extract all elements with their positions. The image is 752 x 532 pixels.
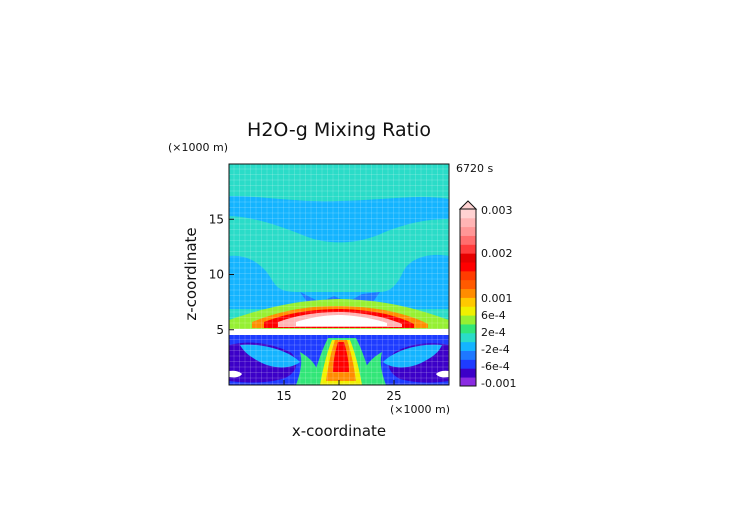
mid-blue-band <box>229 254 449 309</box>
colorbar-label: 0.002 <box>481 247 513 260</box>
colorbar-swatch <box>460 253 476 263</box>
x-unit-label: (×1000 m) <box>390 403 450 416</box>
chart-title: H2O-g Mixing Ratio <box>247 119 431 141</box>
y-unit-label: (×1000 m) <box>168 141 228 154</box>
colorbar <box>458 200 478 387</box>
x-tick-label: 20 <box>331 389 346 403</box>
colorbar-swatch <box>460 368 476 378</box>
colorbar-swatch <box>460 235 476 245</box>
lower-cyan-left <box>240 344 300 368</box>
colorbar-swatch <box>460 262 476 272</box>
colorbar-label: -0.001 <box>481 377 516 390</box>
colorbar-swatch <box>460 359 476 369</box>
x-axis-ticks: 15 20 25 <box>276 380 402 403</box>
y-axis-label: z-coordinate <box>182 227 200 320</box>
y-axis-ticks: 5 10 15 <box>209 212 234 337</box>
field-gridlines <box>229 164 449 385</box>
colorbar-extend-triangle <box>458 200 478 210</box>
colorbar-swatch <box>460 226 476 236</box>
surface-white-left <box>229 370 242 378</box>
x-tick-label: 15 <box>276 389 291 403</box>
colorbar-swatch <box>460 297 476 307</box>
colorbar-swatch <box>460 288 476 298</box>
lower-cyan-right <box>383 344 442 368</box>
colorbar-swatch <box>460 270 476 281</box>
colorbar-swatch <box>460 209 476 219</box>
colorbar-swatch <box>460 217 476 228</box>
y-tick-label: 5 <box>216 323 224 337</box>
colorbar-swatch <box>460 306 476 316</box>
heatmap-field <box>229 164 449 385</box>
x-tick-label: 25 <box>386 389 401 403</box>
colorbar-label: 0.003 <box>481 204 513 217</box>
colorbar-label: -6e-4 <box>481 360 510 373</box>
colorbar-label: 2e-4 <box>481 326 506 339</box>
colorbar-swatch <box>460 332 476 343</box>
time-label: 6720 s <box>456 162 493 175</box>
y-tick-label: 15 <box>209 212 224 226</box>
colorbar-swatch <box>460 315 476 325</box>
stratiform-white <box>296 315 387 326</box>
colorbar-swatch <box>460 350 476 360</box>
lower-green-left <box>296 352 320 385</box>
colorbar-label: 6e-4 <box>481 309 506 322</box>
colorbar-label: 0.001 <box>481 292 513 305</box>
colorbar-label: -2e-4 <box>481 343 510 356</box>
surface-white-right <box>436 370 449 378</box>
colorbar-swatch <box>460 279 476 290</box>
white-layer <box>229 329 449 335</box>
colorbar-swatch <box>460 341 476 351</box>
colorbar-labels: 0.003 0.002 0.001 6e-4 2e-4 -2e-4 -6e-4 -0.001 <box>481 204 516 390</box>
upper-blue-band <box>229 196 449 243</box>
colorbar-swatch <box>460 244 476 254</box>
updraft-red <box>333 342 349 372</box>
colorbar-swatch <box>460 377 476 387</box>
x-axis-label: x-coordinate <box>292 422 386 440</box>
y-tick-label: 10 <box>209 268 224 282</box>
colorbar-swatch <box>460 324 476 334</box>
